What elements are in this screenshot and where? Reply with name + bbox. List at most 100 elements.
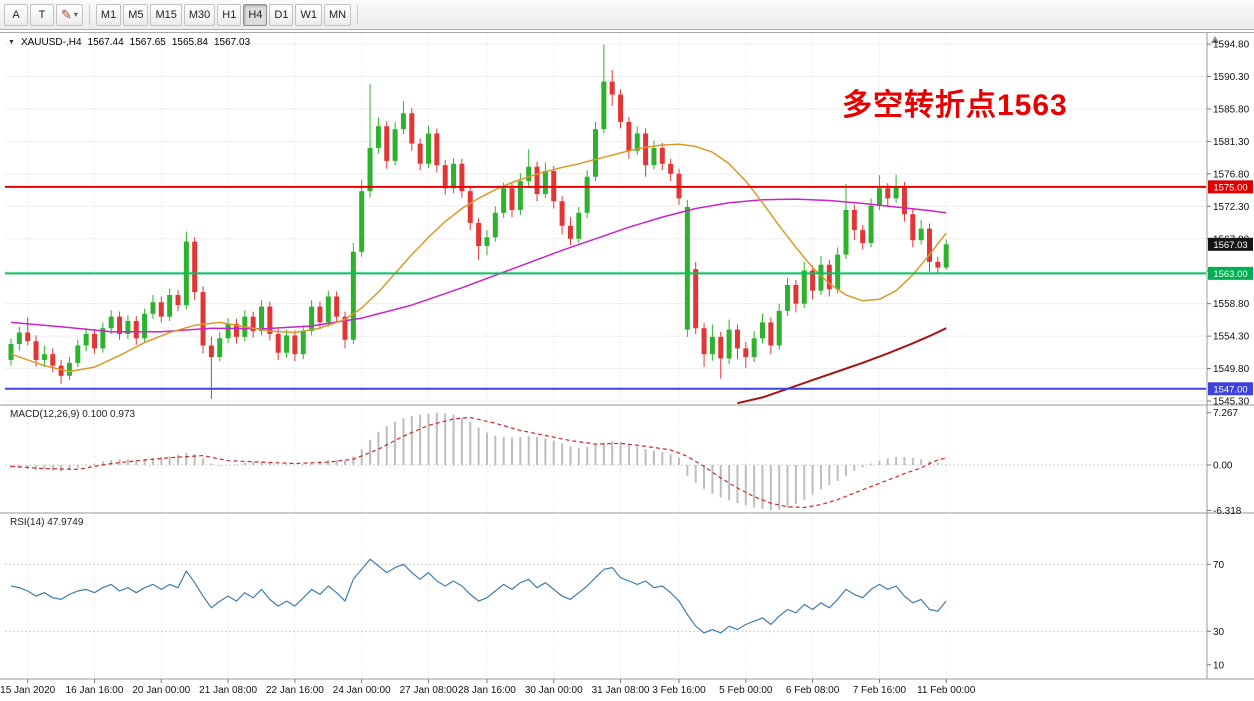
candle-body (125, 320, 131, 334)
timeframe-mn-button[interactable]: MN (323, 3, 352, 26)
candle-body (526, 166, 532, 182)
timeframe-h1-button[interactable]: H1 (217, 3, 242, 26)
candle-body (826, 264, 832, 290)
candle-body (167, 295, 173, 317)
price-axis-label: 1558.80 (1213, 299, 1250, 310)
rsi-axis-label: 30 (1213, 627, 1225, 638)
chart-shift-marker[interactable] (1211, 36, 1219, 43)
time-axis[interactable]: 15 Jan 2020 16 Jan 16:00 20 Jan 00:00 21 Ja… (0, 679, 976, 696)
candle-body (501, 188, 507, 213)
timeframe-m30-button[interactable]: M30 (183, 3, 216, 26)
time-axis-label: 3 Feb 16:00 (652, 685, 706, 696)
candle-body (760, 322, 765, 339)
macd-axis-label: -6.318 (1213, 506, 1242, 517)
candle-body (634, 133, 640, 151)
chevron-down-icon: ▾ (73, 10, 78, 19)
candle-body (785, 284, 791, 311)
ma-magenta-line[interactable] (10, 198, 947, 333)
candle-body (275, 333, 281, 353)
rsi-pane (10, 558, 947, 634)
candle-body (668, 163, 674, 174)
rsi-axis-label: 10 (1213, 660, 1225, 671)
price-badges: 1575.00 1567.03 1563.00 1547.00 (1208, 180, 1253, 396)
price-axis-label: 1549.80 (1213, 364, 1250, 375)
candle-body (25, 332, 31, 342)
time-axis-label: 27 Jan 08:00 (400, 685, 458, 696)
timeframe-w1-button[interactable]: W1 (295, 3, 322, 26)
candle-body (743, 348, 749, 358)
candle-body (117, 316, 123, 334)
time-axis-label: 5 Feb 00:00 (719, 685, 773, 696)
candle-body (83, 333, 89, 346)
price-axis-label: 1581.30 (1213, 137, 1250, 148)
symbol-info: ▼ XAUUSD-,H4 1567.44 1567.65 1565.84 156… (8, 37, 250, 48)
price-axis[interactable]: 1594.80 1590.30 1585.80 1581.30 1576.80 1572.… (1207, 40, 1250, 672)
candle-body (459, 163, 465, 192)
candle-body (41, 354, 47, 360)
candle-body (734, 329, 740, 349)
macd-signal-line[interactable] (10, 416, 947, 509)
candle-body (601, 81, 607, 130)
timeframe-m5-button[interactable]: M5 (123, 3, 149, 26)
candle-body (818, 264, 824, 291)
time-axis-label: 28 Jan 16:00 (458, 685, 516, 696)
candles-layer (8, 44, 949, 399)
time-axis-label: 6 Feb 08:00 (786, 685, 840, 696)
candle-body (392, 129, 398, 161)
candle-body (593, 129, 598, 177)
timeframe-m1-button[interactable]: M1 (95, 3, 122, 26)
candle-body (768, 322, 774, 346)
candle-body (542, 170, 548, 195)
candle-body (442, 165, 448, 189)
candle-body (484, 237, 490, 246)
candle-body (651, 147, 657, 166)
pane-separators (0, 32, 1254, 680)
candle-body (927, 228, 932, 262)
candle-body (434, 133, 440, 166)
timeframe-m15-button[interactable]: M15 (150, 3, 182, 26)
candle-body (158, 302, 164, 317)
annotation-text: 多空转折点1563 (842, 89, 1068, 122)
candle-body (400, 113, 406, 130)
moving-averages-layer (10, 143, 947, 405)
macd-axis-label: 0.00 (1213, 461, 1233, 472)
time-axis-label: 31 Jan 08:00 (592, 685, 650, 696)
price-badge (1208, 382, 1253, 396)
candle-body (751, 338, 757, 358)
toolbar-button-a[interactable]: A (4, 3, 28, 26)
time-axis-label: 11 Feb 00:00 (917, 685, 976, 696)
candle-body (701, 328, 707, 355)
symbol-dropdown-icon[interactable]: ▼ (8, 39, 15, 46)
timeframe-h4-button[interactable]: H4 (243, 3, 268, 26)
price-badge-label: 1547.00 (1213, 384, 1247, 395)
ma-orange-line[interactable] (10, 143, 947, 373)
candle-body (284, 335, 290, 353)
crayon-tool-button[interactable]: ✎ ▾ (56, 3, 83, 26)
toolbar: A T ✎ ▾ M1 M5 M15 M30 H1 H4 D1 W1 MN (0, 0, 1254, 30)
candle-body (150, 302, 156, 314)
candle-body (451, 163, 457, 189)
ma-darkred-line[interactable] (737, 327, 947, 405)
candle-body (75, 345, 81, 363)
candle-body (618, 94, 624, 122)
candle-body (259, 306, 264, 332)
candle-body (935, 261, 941, 268)
timeframe-d1-button[interactable]: D1 (269, 3, 294, 26)
candle-body (876, 188, 882, 206)
rsi-axis-label: 70 (1213, 560, 1225, 571)
time-axis-label: 20 Jan 00:00 (132, 685, 190, 696)
pencil-icon: ✎ (61, 6, 72, 22)
candle-body (567, 225, 573, 239)
candle-body (851, 209, 857, 231)
candle-body (66, 362, 72, 376)
candle-body (492, 212, 498, 238)
candle-body (50, 354, 56, 366)
candle-body (342, 316, 348, 340)
text-tool-button[interactable]: T (30, 3, 54, 26)
candle-body (325, 296, 331, 323)
macd-axis-label: 7.267 (1213, 408, 1238, 419)
candle-body (142, 313, 148, 339)
rsi-line[interactable] (10, 558, 947, 634)
candle-body (200, 292, 206, 346)
